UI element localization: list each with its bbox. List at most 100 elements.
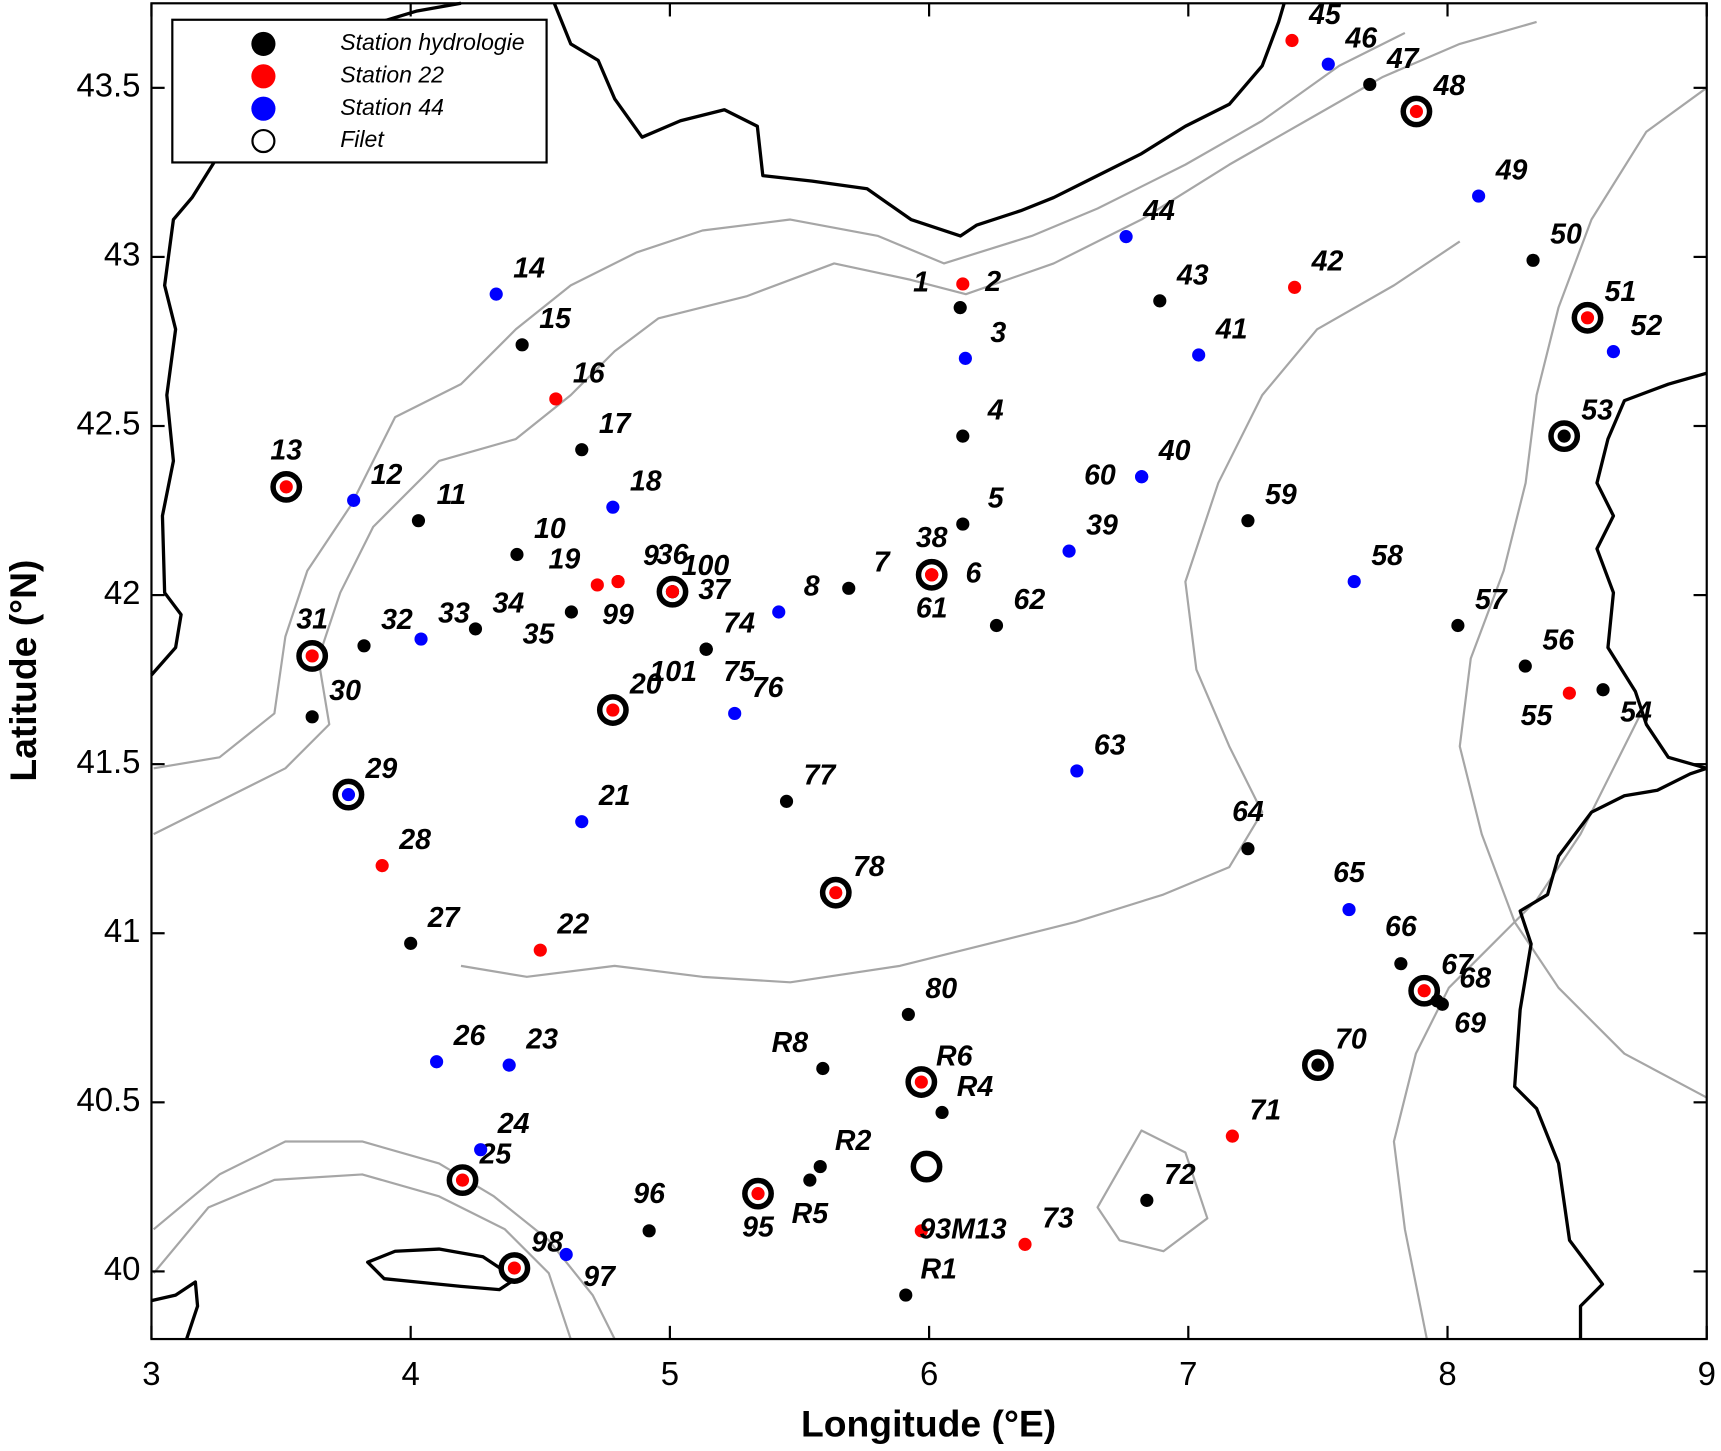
bathymetry xyxy=(152,20,1708,1340)
legend-marker xyxy=(251,31,276,56)
station-label: 1 xyxy=(913,267,929,299)
y-tick-label: 42 xyxy=(104,574,141,611)
station-marker xyxy=(515,338,529,352)
station-label: 69 xyxy=(1454,1008,1486,1040)
station-marker xyxy=(1580,311,1595,325)
station-marker xyxy=(1409,104,1424,119)
station-marker xyxy=(956,517,970,531)
station-label: 56 xyxy=(1542,624,1575,656)
station-marker xyxy=(751,1187,765,1201)
station-marker xyxy=(468,622,483,636)
station-marker xyxy=(411,514,426,528)
coast-france xyxy=(552,2,1286,238)
legend-marker xyxy=(251,96,276,121)
legend-marker xyxy=(251,64,276,89)
station-label: 80 xyxy=(925,973,957,1005)
station-marker xyxy=(914,1224,928,1238)
station-marker xyxy=(510,547,524,562)
station-marker xyxy=(430,1055,444,1069)
station-label: 54 xyxy=(1620,696,1652,728)
coast-sardinia xyxy=(1513,766,1708,1340)
station-label: 42 xyxy=(1311,246,1344,278)
station-marker xyxy=(590,578,604,592)
station-marker xyxy=(772,605,786,619)
station-marker xyxy=(956,277,970,291)
station-marker xyxy=(914,1075,928,1089)
station-label: 67 xyxy=(1441,949,1474,981)
station-marker xyxy=(455,1173,470,1187)
station-marker xyxy=(611,574,625,589)
station-label: 15 xyxy=(539,303,572,335)
station-marker xyxy=(1288,280,1302,294)
station-label: 97 xyxy=(583,1261,616,1293)
station-label: 19 xyxy=(549,543,581,575)
station-marker xyxy=(474,1143,488,1157)
station-label: 49 xyxy=(1495,154,1528,186)
x-tick-label: 9 xyxy=(1698,1355,1716,1392)
x-tick-label: 5 xyxy=(661,1355,679,1392)
station-label: 9 xyxy=(643,540,659,572)
station-label: 55 xyxy=(1521,700,1554,732)
legend-label: Station hydrologie xyxy=(340,29,524,55)
station-marker xyxy=(1018,1237,1032,1251)
station-label: 77 xyxy=(804,760,837,792)
station-label: R2 xyxy=(835,1125,872,1157)
station-label: R8 xyxy=(772,1027,809,1059)
isobath xyxy=(153,20,1537,836)
station-label: 13 xyxy=(270,434,302,466)
y-tick-label: 41.5 xyxy=(76,743,140,780)
station-label: 44 xyxy=(1142,195,1175,227)
station-marker xyxy=(958,351,972,365)
station-label: 62 xyxy=(1014,584,1046,616)
coastline xyxy=(150,1,1708,1340)
station-label: 45 xyxy=(1308,0,1342,31)
station-label: 33 xyxy=(438,597,470,629)
y-tick-label: 40 xyxy=(104,1250,141,1287)
station-marker xyxy=(1241,514,1255,528)
station-label: 34 xyxy=(493,587,525,619)
coast-menorca xyxy=(366,1247,518,1292)
station-label: 51 xyxy=(1605,276,1637,308)
station-label: 4 xyxy=(987,395,1004,427)
station-label: 14 xyxy=(513,253,545,285)
y-tick-label: 43.5 xyxy=(76,67,140,104)
station-marker xyxy=(1153,294,1167,308)
station-marker xyxy=(779,794,794,808)
station-marker xyxy=(305,649,319,663)
y-tick-label: 40.5 xyxy=(76,1081,140,1118)
station-marker xyxy=(279,480,293,494)
station-marker xyxy=(502,1058,516,1072)
station-marker xyxy=(989,618,1004,633)
station-marker xyxy=(1062,544,1076,558)
station-marker xyxy=(1140,1193,1154,1207)
station-marker xyxy=(1451,618,1465,633)
x-tick-label: 8 xyxy=(1438,1355,1456,1392)
station-label: 75 xyxy=(723,656,756,688)
station-label: 22 xyxy=(556,909,589,941)
station-label: 59 xyxy=(1265,479,1297,511)
station-label: 5 xyxy=(988,482,1005,514)
station-marker xyxy=(642,1224,656,1238)
station-label: 71 xyxy=(1249,1095,1281,1127)
x-axis-title: Longitude (°E) xyxy=(801,1403,1056,1445)
isobath xyxy=(152,1140,616,1340)
station-label: 37 xyxy=(698,574,731,606)
station-marker xyxy=(728,706,742,721)
station-label: 23 xyxy=(525,1024,558,1056)
station-label: 7 xyxy=(874,547,891,579)
station-label: 53 xyxy=(1581,395,1613,427)
station-marker xyxy=(1472,189,1486,203)
isobath xyxy=(153,31,1406,770)
isobath xyxy=(1458,86,1708,1099)
station-marker xyxy=(1070,764,1084,778)
station-marker xyxy=(925,568,939,582)
isobath xyxy=(1096,1129,1209,1253)
coast-mallorca xyxy=(151,1280,200,1340)
station-marker xyxy=(842,581,856,595)
station-marker xyxy=(1430,994,1444,1008)
station-label: 6 xyxy=(965,557,982,589)
station-label: R6 xyxy=(936,1040,974,1072)
x-tick-label: 3 xyxy=(142,1355,160,1392)
